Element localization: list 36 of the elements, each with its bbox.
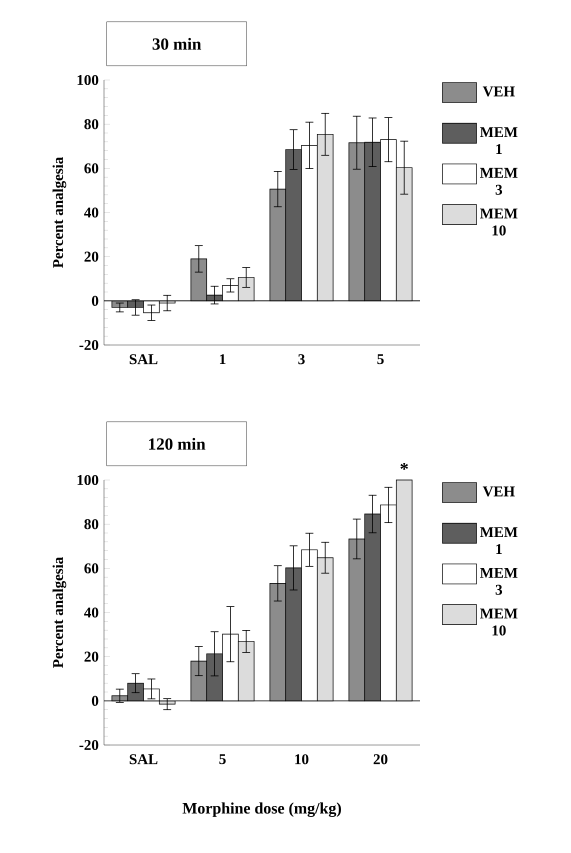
x-tick-label: SAL: [130, 754, 158, 764]
y-tick-label: 60: [84, 563, 98, 574]
legend-label: VEH: [482, 86, 515, 97]
x-axis-title: Morphine dose (mg/kg): [182, 802, 341, 818]
y-tick-label: 20: [84, 652, 98, 662]
y-tick-label: 0: [92, 696, 98, 706]
y-tick-label: 40: [84, 607, 98, 618]
y-tick-label: 60: [84, 163, 98, 174]
y-tick-label: 80: [84, 519, 98, 530]
legend-label: MEM 3: [480, 568, 518, 595]
text: *: [400, 463, 408, 470]
y-tick-label: -20: [79, 740, 98, 750]
chart-title: 120 min: [149, 438, 206, 450]
x-tick-label: 5: [377, 354, 384, 364]
x-tick-label: SAL: [130, 354, 158, 364]
y-tick-label: -20: [79, 340, 98, 350]
x-tick-label: 20: [374, 754, 388, 764]
y-tick-label: 80: [84, 119, 98, 130]
y-tick-label: 0: [92, 296, 98, 306]
y-tick-label: 100: [78, 474, 98, 486]
x-tick-label: 3: [298, 354, 305, 364]
x-tick-label: 1: [220, 354, 226, 364]
legend-label: MEM 10: [480, 208, 518, 236]
legend-label: MEM 1: [480, 527, 518, 554]
legend-label: MEM 3: [480, 168, 518, 195]
legend-label: MEM 10: [480, 608, 518, 636]
y-tick-label: 20: [84, 252, 98, 262]
y-axis-title: Percent analgesia: [52, 557, 66, 668]
legend-label: VEH: [482, 486, 515, 497]
chart-title: 30 min: [152, 38, 202, 50]
legend-label: MEM 1: [480, 127, 518, 154]
y-axis-title: Percent analgesia: [52, 157, 66, 268]
x-tick-label: 10: [295, 754, 308, 764]
y-tick-label: 100: [78, 74, 98, 86]
y-tick-label: 40: [84, 207, 98, 218]
x-tick-label: 5: [219, 754, 226, 764]
